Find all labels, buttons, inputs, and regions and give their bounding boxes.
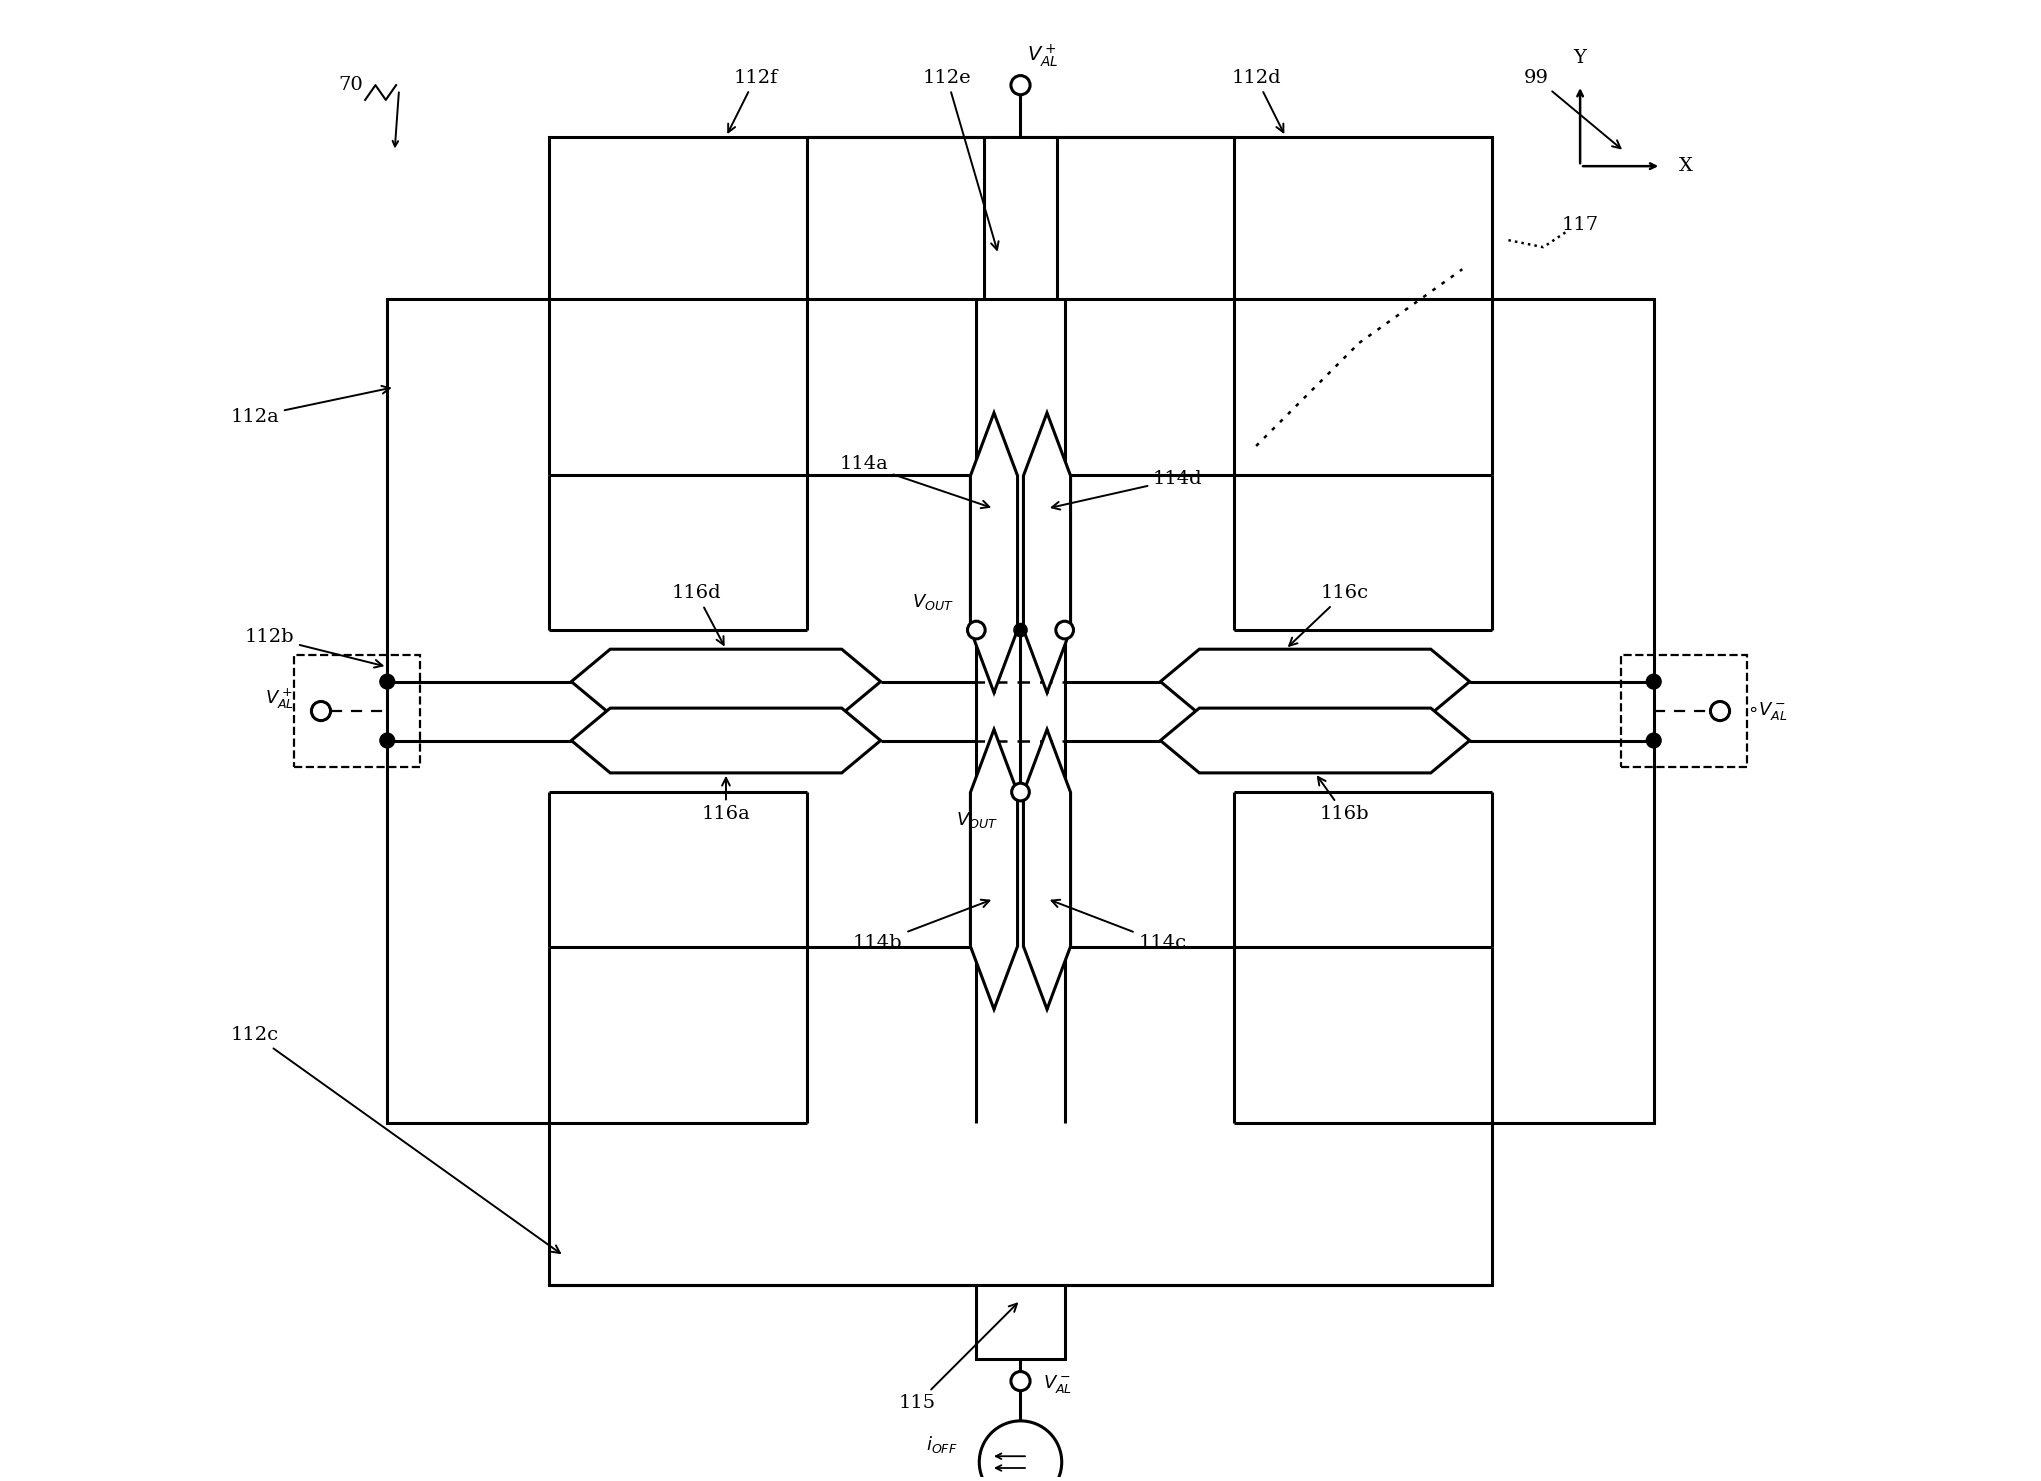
Text: $V_{AL}^-$: $V_{AL}^-$: [1043, 1373, 1072, 1395]
Circle shape: [312, 702, 331, 721]
Bar: [976, 1286, 1065, 1360]
Text: 112f: 112f: [729, 68, 778, 132]
Circle shape: [1012, 783, 1029, 801]
Text: 114a: 114a: [839, 455, 990, 508]
Text: 112e: 112e: [923, 68, 998, 250]
Polygon shape: [571, 708, 880, 773]
Text: 112d: 112d: [1231, 68, 1284, 132]
Polygon shape: [571, 649, 880, 714]
Bar: [1621, 655, 1747, 767]
Text: 114d: 114d: [1051, 469, 1202, 509]
Text: $i_{OFF}$: $i_{OFF}$: [927, 1434, 957, 1454]
Text: $V_{AL}^+$: $V_{AL}^+$: [265, 687, 294, 711]
Text: 117: 117: [1561, 216, 1598, 234]
Polygon shape: [1161, 708, 1470, 773]
Polygon shape: [969, 730, 1018, 1009]
Circle shape: [1647, 733, 1661, 748]
Polygon shape: [1023, 413, 1072, 693]
Text: Y: Y: [1574, 49, 1586, 68]
Bar: [294, 655, 420, 767]
Polygon shape: [388, 136, 1653, 1286]
Text: $V_{AL}^+$: $V_{AL}^+$: [1027, 43, 1059, 70]
Circle shape: [1010, 1371, 1031, 1391]
Polygon shape: [1161, 649, 1470, 714]
Circle shape: [967, 621, 986, 638]
Text: 116d: 116d: [671, 584, 725, 644]
Text: $V_{OUT}$: $V_{OUT}$: [912, 592, 955, 612]
Text: 70: 70: [339, 76, 363, 95]
Text: 115: 115: [898, 1303, 1016, 1413]
Text: 114c: 114c: [1051, 900, 1186, 952]
Circle shape: [380, 674, 394, 689]
Text: $V_{OUT}$: $V_{OUT}$: [957, 810, 998, 829]
Text: X: X: [1680, 157, 1692, 175]
Polygon shape: [969, 413, 1018, 693]
Circle shape: [1014, 624, 1027, 637]
Text: 112c: 112c: [231, 1026, 559, 1253]
Circle shape: [1010, 76, 1031, 95]
Bar: [984, 136, 1057, 299]
Circle shape: [1710, 702, 1729, 721]
Text: 116a: 116a: [702, 778, 751, 823]
Circle shape: [980, 1420, 1061, 1481]
Text: 99: 99: [1523, 68, 1621, 148]
Circle shape: [380, 733, 394, 748]
Text: $\circ V_{AL}^-$: $\circ V_{AL}^-$: [1747, 701, 1788, 723]
Text: 114b: 114b: [853, 899, 990, 952]
Text: 116c: 116c: [1290, 584, 1370, 646]
Text: 116b: 116b: [1318, 778, 1370, 823]
Text: 112a: 112a: [231, 387, 390, 425]
Circle shape: [1055, 621, 1074, 638]
Circle shape: [1647, 674, 1661, 689]
Text: 112b: 112b: [245, 628, 382, 668]
Polygon shape: [1023, 730, 1072, 1009]
